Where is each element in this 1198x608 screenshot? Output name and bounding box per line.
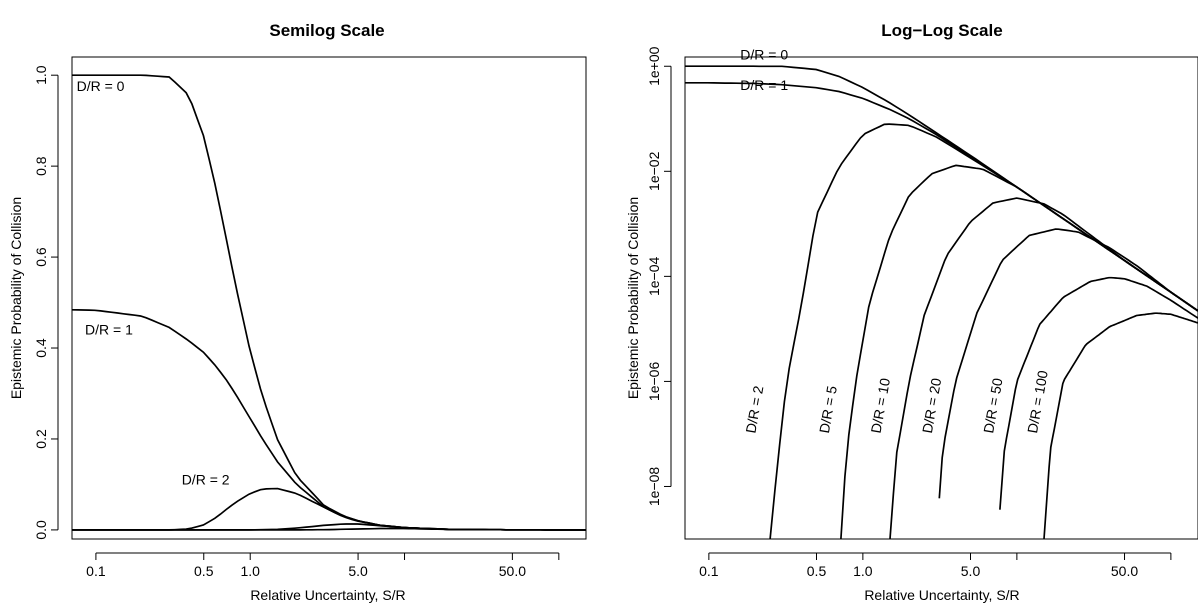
x-tick-label: 0.1 [86,563,106,579]
series-line-d-r-2 [72,487,586,531]
curve-labels: D/R = 0 D/R = 1 D/R = 2 [77,78,230,487]
y-tick-label: 0.2 [33,429,49,449]
x-axis-label: Relative Uncertainty, S/R [250,587,405,603]
x-tick-label: 5.0 [348,563,368,579]
curve-label: D/R = 10 [868,377,893,435]
series-line-d-r-10 [72,527,586,531]
x-tick-label: 50.0 [1111,563,1138,579]
series-line-d-r-1 [71,308,586,531]
series-line-d-r-0 [72,74,586,531]
series-line-d-r-10 [889,197,1198,540]
plot-frame [684,56,1198,540]
chart-title: Semilog Scale [269,21,384,40]
curve-label: D/R = 50 [980,377,1005,435]
x-axis-label: Relative Uncertainty, S/R [864,587,1019,603]
x-tick-label: 0.5 [807,563,827,579]
curve-label: D/R = 0 [740,46,788,62]
x-tick-label: 0.1 [699,563,719,579]
curve-labels: D/R = 0 D/R = 1 D/R = 2 D/R = 5 D/R = 10 D/R … [740,46,1051,434]
series-line-d-r-2 [769,123,1198,540]
chart-title: Log−Log Scale [881,21,1002,40]
axes: 0.1 0.5 1.0 5.0 50.0 1e+00 1e−02 1e−04 1e−06 1e−0… [646,46,1172,579]
y-tick-label: 1e−06 [646,362,662,402]
curve-label: D/R = 1 [740,77,788,93]
y-axis-label: Epistemic Probability of Collision [8,197,24,399]
curves [685,65,1198,540]
y-axis-label: Epistemic Probability of Collision [625,197,641,399]
curve-label: D/R = 2 [742,384,766,434]
curve-label: D/R = 0 [77,78,125,94]
plot-frame [71,56,587,540]
y-tick-label: 1e−08 [646,467,662,507]
y-tick-label: 1.0 [33,65,49,85]
x-tick-label: 5.0 [961,563,981,579]
series-line-d-r-1 [685,81,1198,312]
curve-label: D/R = 1 [85,321,133,337]
y-tick-label: 0.4 [33,338,49,358]
series-line-d-r-50 [999,276,1198,510]
series-line-d-r-100 [1043,312,1198,540]
y-tick-label: 1e−02 [646,151,662,191]
x-tick-label: 50.0 [499,563,526,579]
series-line-d-r-0 [685,65,1198,312]
y-tick-label: 0.6 [33,247,49,267]
y-tick-label: 0.8 [33,156,49,176]
x-tick-label: 1.0 [853,563,873,579]
series-line-d-r-20 [938,228,1198,499]
axes: 0.1 0.5 1.0 5.0 50.0 0.0 0.2 0.4 0.6 0.8 1.0 [33,65,560,579]
y-tick-label: 0.0 [33,520,49,540]
curves [71,74,586,531]
y-tick-label: 1e+00 [646,46,662,86]
curve-label: D/R = 20 [919,377,944,435]
semilog-panel: Semilog Scale 0.1 0.5 1.0 5.0 50.00.00.20.40… [8,21,587,603]
x-tick-label: 1.0 [240,563,260,579]
x-tick-label: 0.5 [194,563,214,579]
curve-label: D/R = 2 [182,471,230,487]
y-tick-label: 1e−04 [646,256,662,296]
loglog-panel: Log−Log Scale 0.1 0.5 1.0 5.0 50.0 1e+00 1e−02… [625,21,1198,603]
curve-label: D/R = 5 [816,384,840,434]
curve-label: D/R = 100 [1024,369,1051,434]
